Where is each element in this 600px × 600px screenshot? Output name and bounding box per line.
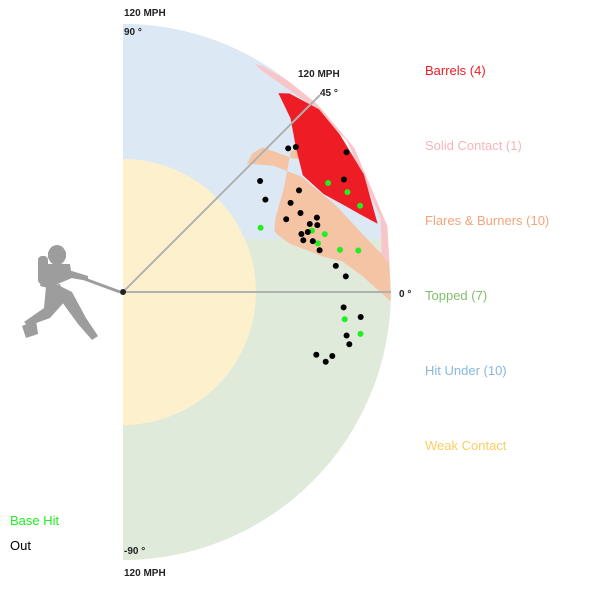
forty-five-speed-label: 120 MPH	[298, 69, 340, 80]
out-point	[283, 216, 290, 223]
out-point	[314, 222, 321, 229]
flares-burners-zone	[247, 140, 391, 302]
out-point	[292, 144, 299, 150]
batter-silhouette	[22, 245, 121, 340]
category-legend: Barrels (4) Solid Contact (1) Flares & B…	[425, 63, 549, 453]
forty-five-degree-line	[122, 94, 321, 293]
reference-lines	[122, 94, 391, 293]
out-point	[322, 358, 329, 365]
out-point	[316, 247, 323, 254]
out-point	[287, 199, 294, 206]
out-point	[329, 353, 336, 359]
base-hit-point	[315, 240, 321, 247]
out-point	[343, 332, 350, 339]
origin-point	[120, 289, 126, 295]
legend-solid-contact: Solid Contact (1)	[425, 138, 522, 153]
out-point	[257, 178, 264, 184]
angle-minus-90-label: -90 °	[124, 546, 145, 557]
out-point	[340, 176, 347, 183]
out-point	[298, 231, 305, 237]
legend-barrels: Barrels (4)	[425, 63, 486, 78]
out-point	[357, 314, 364, 320]
legend-base-hit: Base Hit	[10, 513, 60, 528]
out-point	[313, 351, 320, 358]
legend-topped: Topped (7)	[425, 288, 487, 303]
legend-hit-under: Hit Under (10)	[425, 363, 507, 378]
angle-0-label: 0 °	[399, 289, 411, 300]
base-hit-point	[337, 246, 343, 253]
base-hit-point	[257, 224, 264, 231]
base-hit-point	[355, 247, 362, 254]
base-hit-point	[357, 330, 364, 337]
legend-flares-burners: Flares & Burners (10)	[425, 213, 549, 228]
angle-45-label: 45 °	[320, 88, 338, 99]
out-point	[309, 238, 316, 245]
out-point	[285, 145, 292, 152]
out-point	[304, 229, 311, 235]
out-point	[332, 262, 339, 269]
out-point	[340, 304, 347, 311]
out-point	[343, 149, 350, 156]
legend-out: Out	[10, 538, 31, 553]
out-point	[296, 187, 302, 194]
out-point	[300, 237, 307, 244]
legend-weak-contact: Weak Contact	[425, 438, 507, 453]
top-speed-label: 120 MPH	[124, 8, 166, 19]
angle-90-label: 90 °	[124, 27, 142, 38]
base-hit-point	[325, 180, 332, 186]
out-point	[342, 273, 349, 280]
barrels-zone	[278, 93, 378, 224]
out-point	[262, 196, 269, 203]
outcome-legend: Base Hit Out	[10, 513, 60, 553]
base-hit-point	[321, 231, 328, 238]
out-point	[297, 210, 304, 216]
base-hit-point	[341, 316, 348, 323]
bottom-speed-label: 120 MPH	[124, 568, 166, 579]
base-hit-point	[344, 189, 351, 196]
batted-ball-points	[257, 144, 364, 365]
out-point	[346, 341, 353, 348]
out-point	[313, 214, 320, 221]
base-hit-point	[357, 202, 364, 209]
out-point	[306, 221, 313, 227]
